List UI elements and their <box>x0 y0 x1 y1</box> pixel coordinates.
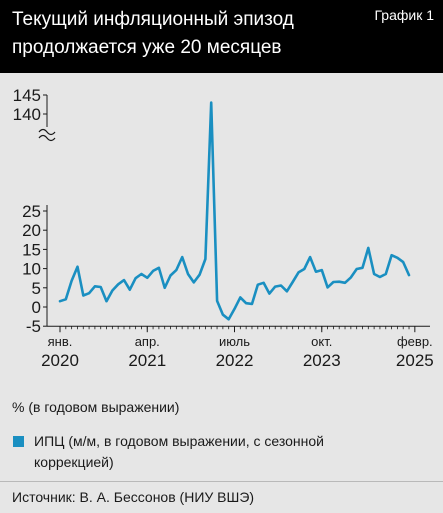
y-tick-label: 10 <box>22 260 41 279</box>
x-tick-label-year: 2023 <box>303 351 341 370</box>
legend-swatch-cpi <box>13 436 24 447</box>
x-tick-label-month: февр. <box>397 334 433 349</box>
divider <box>0 481 443 482</box>
x-tick-label-month: апр. <box>135 334 160 349</box>
x-tick-label-year: 2022 <box>216 351 254 370</box>
y-tick-label: 20 <box>22 221 41 240</box>
x-tick-label-month: янв. <box>48 334 73 349</box>
legend: ИПЦ (м/м, в годовом выражении, с сезонно… <box>12 431 334 473</box>
x-tick-label-year: 2025 <box>396 351 434 370</box>
source-note: Источник: В. А. Бессонов (НИУ ВШЭ) <box>12 489 255 505</box>
y-tick-label: 25 <box>22 202 41 221</box>
unit-note: % (в годовом выражении) <box>12 399 180 415</box>
chart-number-tag: График 1 <box>374 7 434 23</box>
chart-header: Текущий инфляционный эпизод продолжается… <box>0 0 443 73</box>
y-tick-label: 145 <box>13 86 41 105</box>
x-tick-label-year: 2020 <box>41 351 79 370</box>
x-tick-label-month: окт. <box>311 334 332 349</box>
y-tick-label: 15 <box>22 240 41 259</box>
y-tick-label: 140 <box>13 105 41 124</box>
series-line-cpi <box>58 101 411 321</box>
y-tick-label: -5 <box>26 317 41 336</box>
x-tick-label-year: 2021 <box>128 351 166 370</box>
axis-break-mark-2 <box>38 134 56 142</box>
y-tick-label: 0 <box>32 298 41 317</box>
y-tick-label: 5 <box>32 279 41 298</box>
chart-title: Текущий инфляционный эпизод продолжается… <box>12 9 294 58</box>
x-tick-label-month: июль <box>219 334 250 349</box>
legend-label-cpi: ИПЦ (м/м, в годовом выражении, с сезонно… <box>34 433 324 470</box>
axis-break-mark-1 <box>38 128 56 136</box>
